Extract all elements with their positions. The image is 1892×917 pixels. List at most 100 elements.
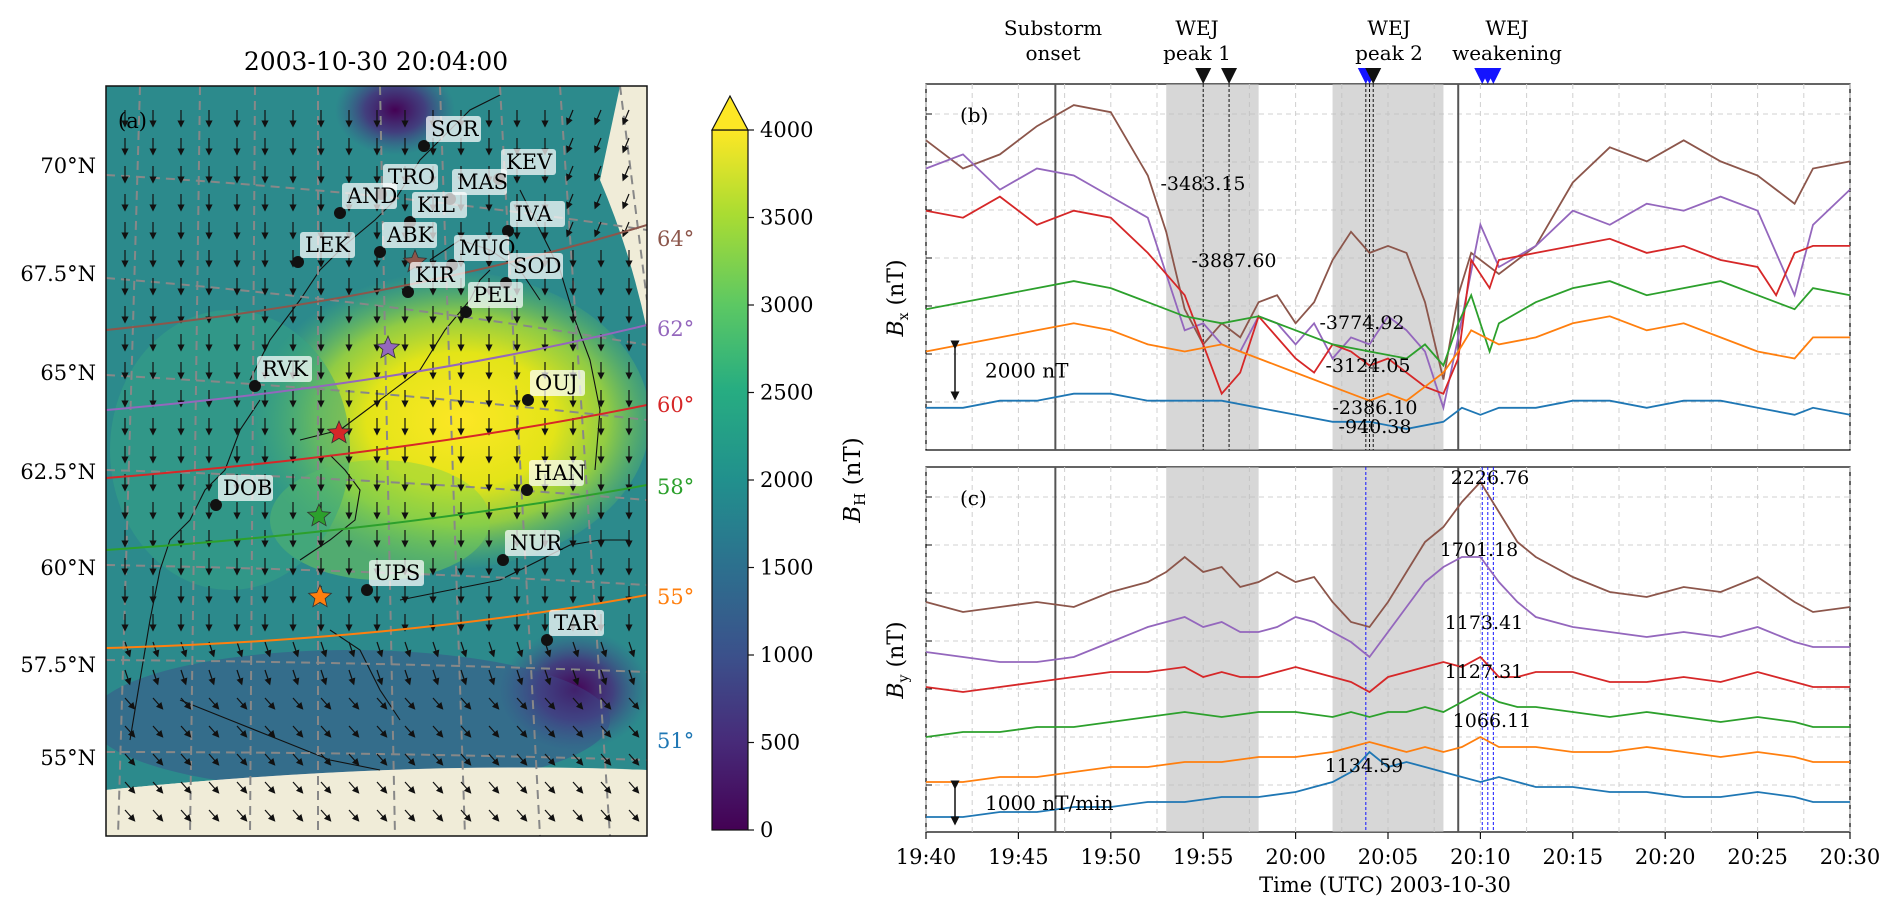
vector-arrow: [236, 753, 248, 766]
vector-arrow: [622, 165, 630, 182]
coastline-segment: [329, 629, 401, 721]
vector-arrow: [404, 669, 412, 686]
vector-arrow: [566, 165, 574, 182]
vector-arrow: [180, 669, 188, 686]
x-tick-label: 20:05: [1358, 845, 1419, 869]
mlat-labels: 64° 62° 60° 58° 55° 51°: [657, 227, 694, 753]
coastline-segment: [299, 454, 361, 561]
series-line: [925, 655, 1850, 694]
vector-arrow: [572, 669, 580, 686]
vector-arrow: [152, 809, 164, 822]
station-label: KIL: [417, 193, 455, 217]
vector-arrow: [348, 725, 360, 738]
vector-arrow: [376, 725, 388, 738]
panel-label: (c): [960, 486, 987, 510]
series-line: [925, 104, 1851, 380]
station-dot: [497, 554, 509, 566]
vector-arrow: [236, 669, 244, 686]
vector-arrow: [376, 697, 388, 710]
station-label-box: [410, 262, 465, 288]
vector-arrow: [320, 669, 328, 686]
vector-arrow: [348, 697, 360, 710]
event-label-line1: WEJ: [1485, 16, 1528, 40]
vector-arrow: [460, 697, 472, 710]
coastline-segment: [179, 699, 381, 771]
vector-arrow: [404, 753, 416, 766]
vector-arrow: [152, 781, 164, 794]
lat-tick-label: 55°N: [40, 746, 96, 770]
station-dot: [361, 584, 373, 596]
station-label: RVK: [262, 357, 308, 381]
mlat-curve: [106, 484, 647, 551]
graticule-line: [106, 277, 647, 346]
graticule-line: [117, 86, 141, 836]
station-sor: SOR: [418, 116, 481, 152]
station-dot: [541, 634, 553, 646]
station-label-box: [218, 475, 273, 501]
graticule-line: [379, 86, 396, 836]
latitude-ticks: 70°N 67.5°N 65°N 62.5°N 60°N 57.5°N 55°N: [20, 154, 96, 770]
vector-arrow: [600, 809, 612, 822]
value-annotation: -3124.05: [1326, 355, 1411, 377]
station-label: KEV: [506, 150, 553, 174]
vector-arrow: [236, 697, 248, 710]
vector-arrow: [516, 697, 528, 710]
vector-arrow: [348, 641, 356, 658]
vector-arrow: [348, 669, 356, 686]
vector-arrow: [566, 221, 574, 238]
vector-arrow: [516, 809, 528, 822]
station-label: MUO: [459, 236, 515, 260]
x-tick-label: 20:15: [1543, 845, 1604, 869]
station-rvk: RVK: [249, 356, 312, 392]
station-label-box: [383, 164, 438, 190]
station-label: LEK: [305, 233, 350, 257]
vector-arrow: [628, 725, 640, 738]
x-tick-label: 20:00: [1265, 845, 1326, 869]
vector-arrow: [488, 697, 500, 710]
lat-tick-label: 60°N: [40, 556, 96, 580]
vector-arrow: [152, 697, 164, 710]
series-line: [925, 480, 1851, 629]
colorbar: 0 500 1000 1500 2000 2500 3000 3500 4000 BH (nT): [711, 94, 869, 842]
vector-arrow: [628, 697, 640, 710]
event-label-line2: onset: [1025, 41, 1080, 65]
vector-arrow: [600, 781, 612, 794]
series-line: [925, 153, 1851, 412]
vector-arrow: [320, 697, 332, 710]
value-annotation: 1701.18: [1440, 539, 1519, 561]
graticule-line: [559, 86, 611, 836]
station-pel: PEL: [460, 282, 523, 318]
vector-arrow: [180, 697, 192, 710]
shaded-interval: [1332, 84, 1444, 450]
vector-arrow: [208, 697, 220, 710]
vector-arrow: [264, 697, 276, 710]
vector-arrow: [404, 781, 416, 794]
map-title: 2003-10-30 20:04:00: [244, 47, 508, 76]
vector-arrow: [432, 809, 444, 822]
vector-arrow: [180, 781, 192, 794]
graticule-line: [249, 86, 256, 836]
x-tick-label: 19:50: [1081, 845, 1142, 869]
x-tick-label: 19:40: [896, 845, 957, 869]
vector-arrow: [600, 697, 612, 710]
vector-arrow: [594, 221, 602, 238]
event-marker: [1221, 68, 1238, 84]
event-label-line1: WEJ: [1175, 16, 1218, 40]
vector-arrow: [544, 781, 556, 794]
value-annotation: -940.38: [1339, 416, 1412, 438]
vector-arrow: [124, 697, 136, 710]
vector-arrow: [572, 781, 584, 794]
colorbar-extend-arrow: [711, 94, 749, 131]
series-line: [925, 556, 1850, 663]
vector-arrow: [594, 165, 602, 182]
vector-arrow: [320, 781, 332, 794]
station-dob: DOB: [210, 475, 273, 511]
x-tick-label: 19:45: [988, 845, 1049, 869]
vector-arrow: [572, 697, 584, 710]
station-nur: NUR: [497, 530, 563, 566]
vector-arrow: [600, 669, 608, 686]
event-marker: [1365, 68, 1382, 84]
x-tick-label: 20:25: [1727, 845, 1788, 869]
